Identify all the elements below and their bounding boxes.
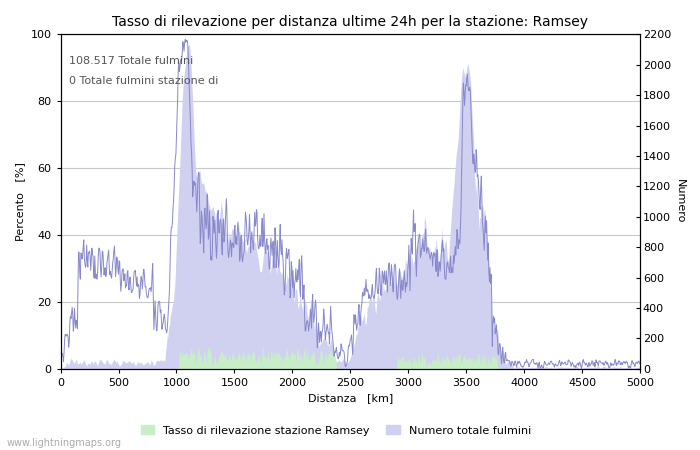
Title: Tasso di rilevazione per distanza ultime 24h per la stazione: Ramsey: Tasso di rilevazione per distanza ultime… [112, 15, 588, 29]
X-axis label: Distanza   [km]: Distanza [km] [308, 393, 393, 404]
Text: 0 Totale fulmini stazione di: 0 Totale fulmini stazione di [69, 76, 218, 86]
Legend: Tasso di rilevazione stazione Ramsey, Numero totale fulmini: Tasso di rilevazione stazione Ramsey, Nu… [136, 421, 536, 440]
Text: www.lightningmaps.org: www.lightningmaps.org [7, 438, 122, 448]
Text: 108.517 Totale fulmini: 108.517 Totale fulmini [69, 56, 193, 66]
Y-axis label: Percento   [%]: Percento [%] [15, 162, 25, 241]
Y-axis label: Numero: Numero [675, 180, 685, 224]
